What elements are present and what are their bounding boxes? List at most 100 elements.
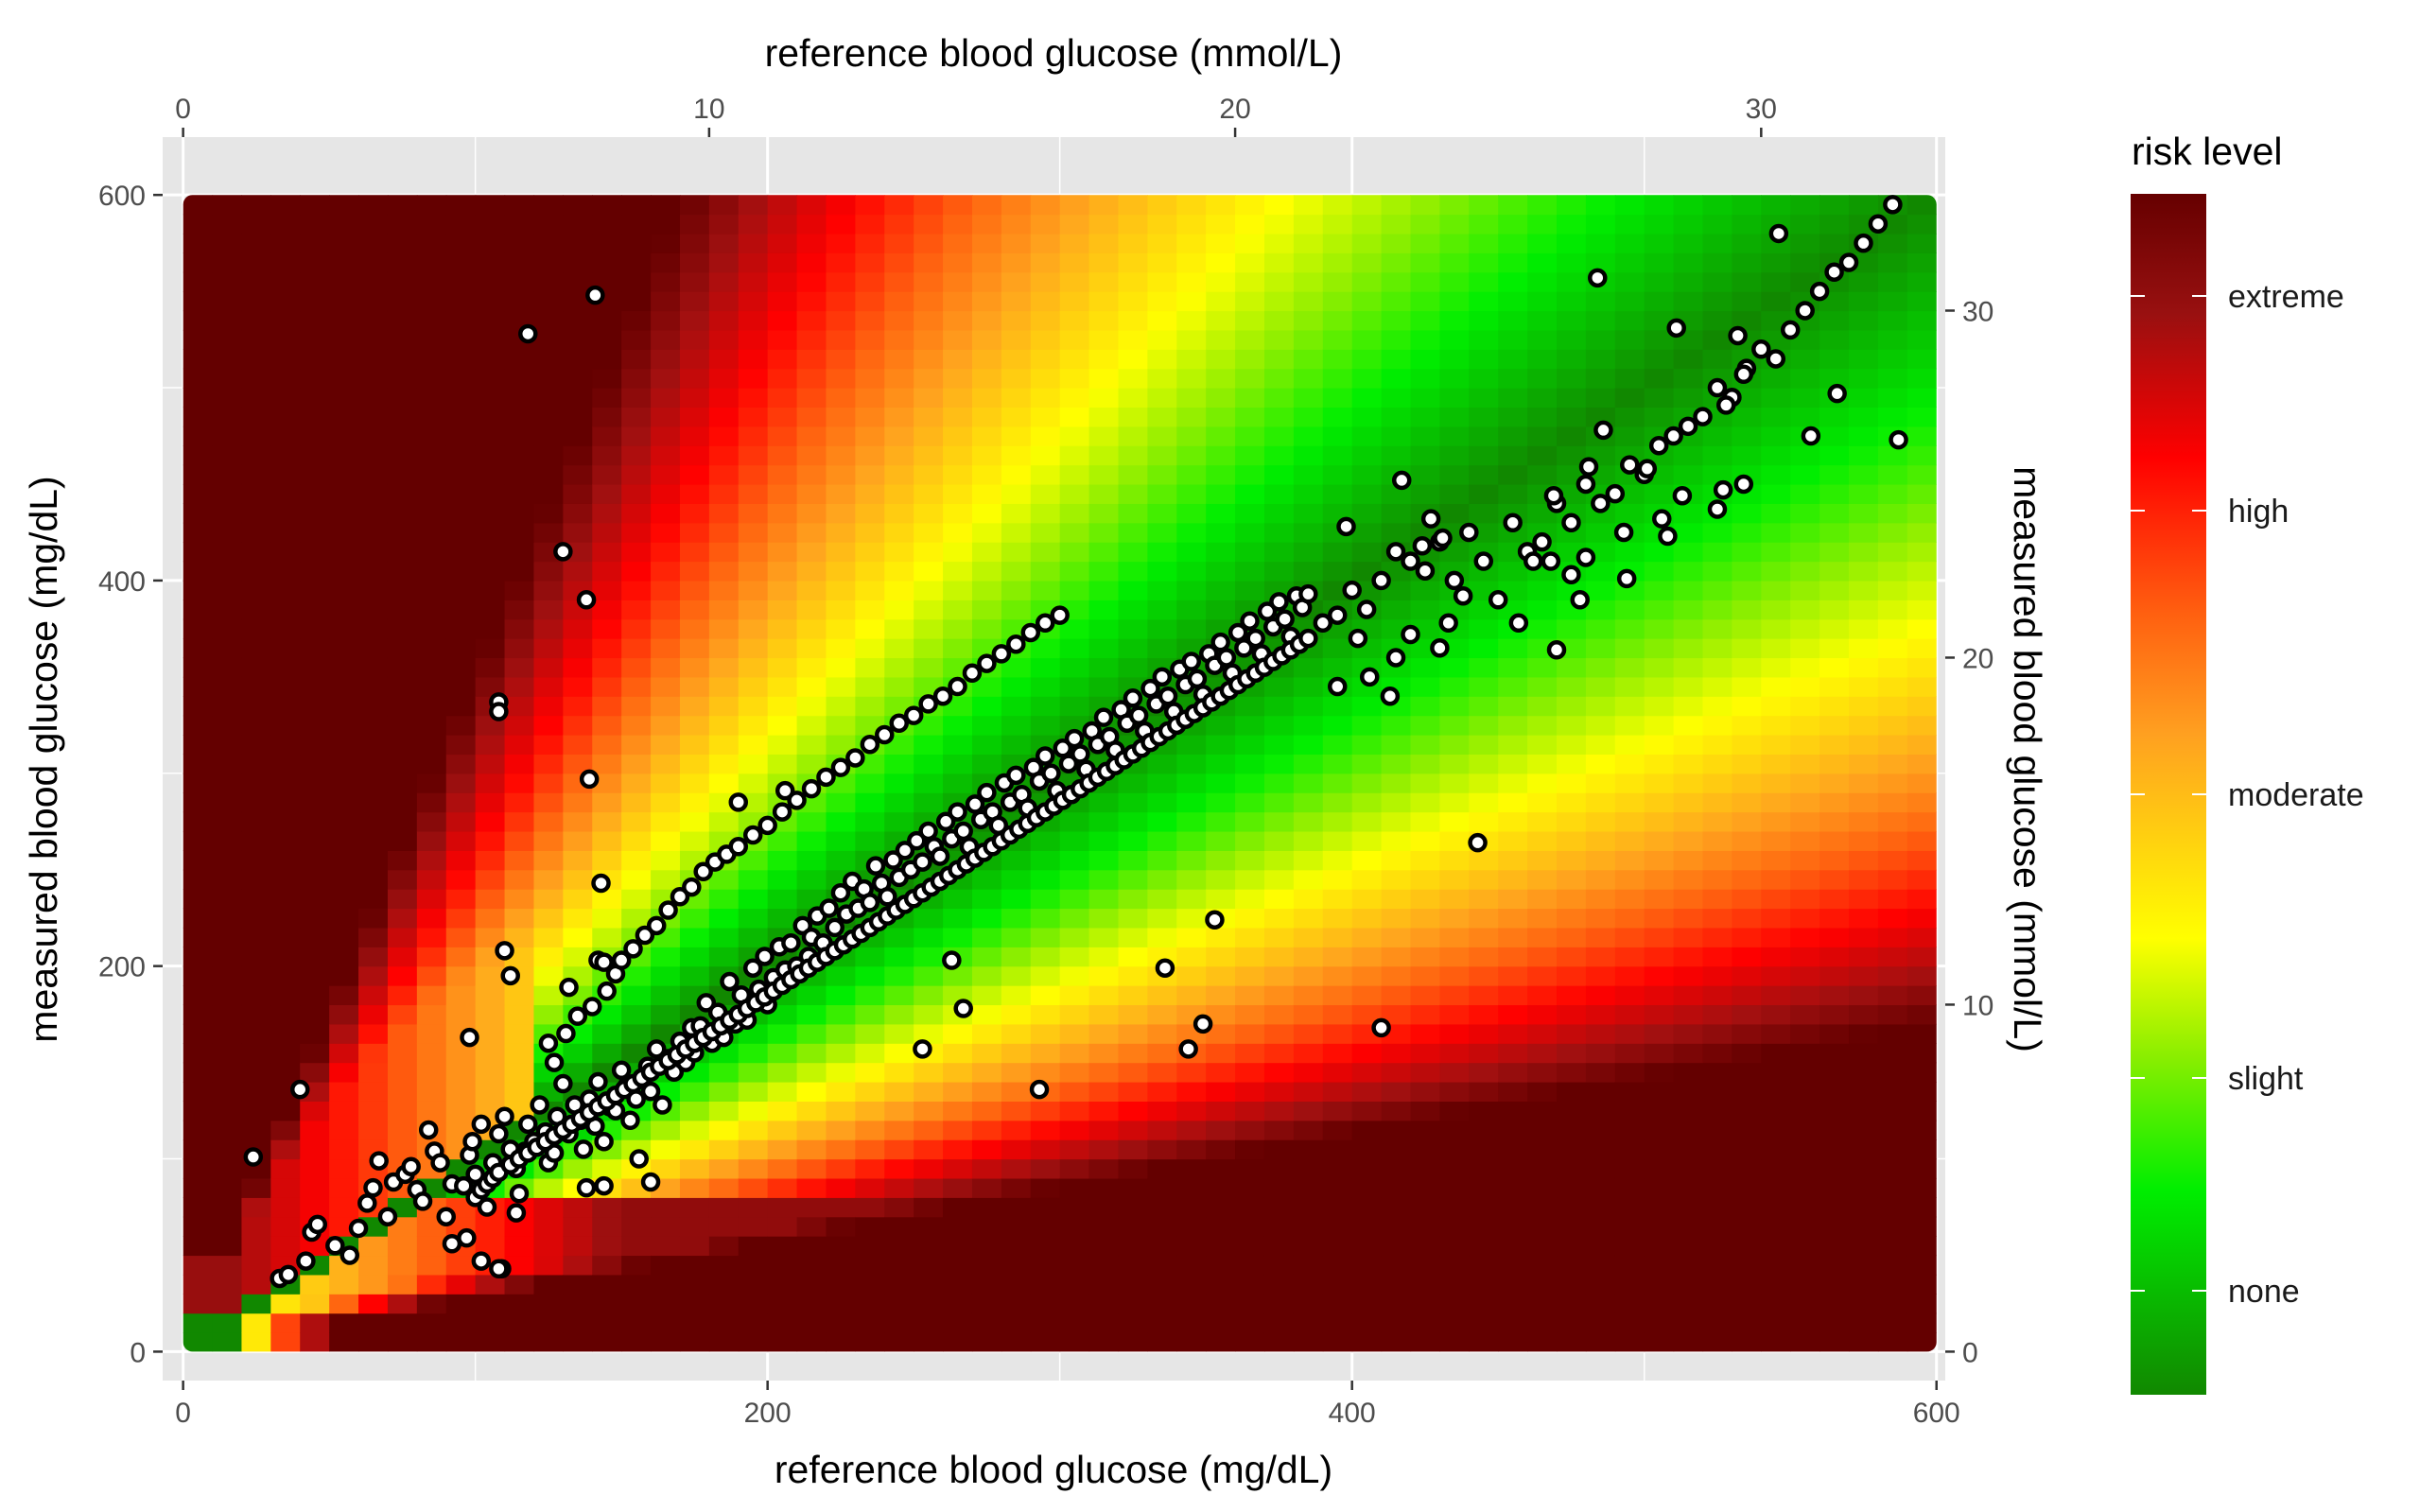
- heatmap-cell: [651, 985, 681, 1006]
- heatmap-cell: [796, 1158, 827, 1179]
- heatmap-cell: [1206, 580, 1236, 600]
- heatmap-cell: [270, 754, 301, 774]
- heatmap-cell: [1001, 1312, 1032, 1333]
- heatmap-cell: [1410, 1081, 1441, 1102]
- heatmap-cell: [504, 869, 535, 890]
- data-point: [1035, 613, 1055, 634]
- data-point: [544, 1052, 565, 1072]
- heatmap-cell: [855, 1216, 885, 1237]
- data-point: [878, 887, 897, 907]
- heatmap-cell: [416, 1062, 447, 1083]
- data-point: [1240, 611, 1260, 631]
- heatmap-cell: [1819, 947, 1850, 967]
- heatmap-cell: [212, 214, 243, 235]
- heatmap-cell: [1877, 1139, 1908, 1160]
- heatmap-cell: [241, 735, 271, 756]
- heatmap-cell: [1906, 889, 1937, 910]
- heatmap-cell: [592, 426, 622, 446]
- heatmap-cell: [1293, 1216, 1324, 1237]
- data-point: [363, 1177, 383, 1198]
- data-point: [728, 837, 749, 857]
- heatmap-cell: [679, 195, 710, 216]
- heatmap-cell: [270, 195, 301, 216]
- data-point: [489, 1259, 509, 1279]
- heatmap-cell: [1176, 869, 1207, 890]
- heatmap-cell: [445, 1312, 477, 1333]
- heatmap-cell: [651, 618, 681, 639]
- heatmap-cell: [651, 271, 681, 292]
- heatmap-cell: [329, 1294, 359, 1314]
- heatmap-cell: [1644, 1101, 1675, 1121]
- heatmap-cell: [884, 310, 914, 331]
- heatmap-cell: [708, 1101, 740, 1121]
- data-point: [430, 1153, 450, 1173]
- heatmap-cell: [1761, 503, 1791, 524]
- heatmap-cell: [738, 850, 769, 871]
- heatmap-cell: [270, 1294, 301, 1314]
- heatmap-cell: [796, 735, 827, 756]
- heatmap-cell: [1527, 947, 1558, 967]
- data-point: [1541, 551, 1561, 571]
- heatmap-cell: [1877, 965, 1908, 986]
- heatmap-cell: [1088, 908, 1120, 929]
- data-point: [1029, 1079, 1050, 1100]
- heatmap-cell: [651, 407, 681, 427]
- heatmap-cell: [1001, 657, 1032, 678]
- heatmap-cell: [1644, 600, 1675, 620]
- heatmap-cell: [416, 464, 447, 485]
- heatmap-cell: [651, 1158, 681, 1179]
- heatmap-cell: [592, 1274, 622, 1295]
- heatmap-cell: [1469, 252, 1499, 273]
- heatmap-cell: [416, 1043, 447, 1064]
- heatmap-cell: [1439, 1255, 1470, 1276]
- heatmap-cell: [1498, 735, 1528, 756]
- heatmap-cell: [592, 676, 622, 697]
- heatmap-cell: [1614, 869, 1645, 890]
- heatmap-cell: [1702, 1062, 1733, 1083]
- heatmap-cell: [1293, 426, 1324, 446]
- heatmap-cell: [1877, 908, 1908, 929]
- heatmap-cell: [1351, 1004, 1383, 1025]
- data-point: [1385, 542, 1406, 562]
- heatmap-cell: [1849, 407, 1879, 427]
- heatmap-cell: [1673, 908, 1704, 929]
- heatmap-cell: [1557, 1081, 1587, 1102]
- heatmap-cell: [1322, 830, 1353, 851]
- heatmap-cell: [475, 850, 506, 871]
- heatmap-cell: [329, 310, 359, 331]
- heatmap-cell: [1469, 1023, 1499, 1044]
- heatmap-cell: [1118, 580, 1148, 600]
- heatmap-cell: [855, 233, 885, 253]
- heatmap-cell: [1469, 1294, 1499, 1314]
- heatmap-cell: [1351, 310, 1383, 331]
- heatmap-cell: [1030, 1139, 1061, 1160]
- heatmap-cell: [971, 965, 1002, 986]
- heatmap-cell: [1088, 927, 1120, 947]
- heatmap-cell: [300, 271, 330, 292]
- heatmap-cell: [679, 426, 710, 446]
- heatmap-cell: [1906, 542, 1937, 563]
- heatmap-cell: [241, 676, 271, 697]
- heatmap-cell: [1527, 908, 1558, 929]
- heatmap-cell: [1790, 1274, 1820, 1295]
- heatmap-cell: [329, 580, 359, 600]
- heatmap-cell: [563, 754, 593, 774]
- heatmap-cell: [1585, 1312, 1616, 1333]
- heatmap-cell: [1761, 271, 1791, 292]
- heatmap-cell: [1877, 464, 1908, 485]
- heatmap-cell: [1118, 1312, 1148, 1333]
- heatmap-cell: [914, 388, 944, 408]
- heatmap-cell: [1381, 1312, 1412, 1333]
- heatmap-cell: [1176, 947, 1207, 967]
- heatmap-cell: [1118, 271, 1148, 292]
- heatmap-cell: [1206, 965, 1236, 986]
- heatmap-cell: [563, 735, 593, 756]
- heatmap-cell: [1761, 483, 1791, 504]
- heatmap-cell: [1001, 1004, 1032, 1025]
- heatmap-cell: [826, 715, 856, 736]
- heatmap-cell: [212, 1216, 243, 1237]
- heatmap-cell: [504, 618, 535, 639]
- heatmap-cell: [445, 1062, 477, 1083]
- heatmap-cell: [1322, 1139, 1353, 1160]
- data-point: [611, 1060, 632, 1081]
